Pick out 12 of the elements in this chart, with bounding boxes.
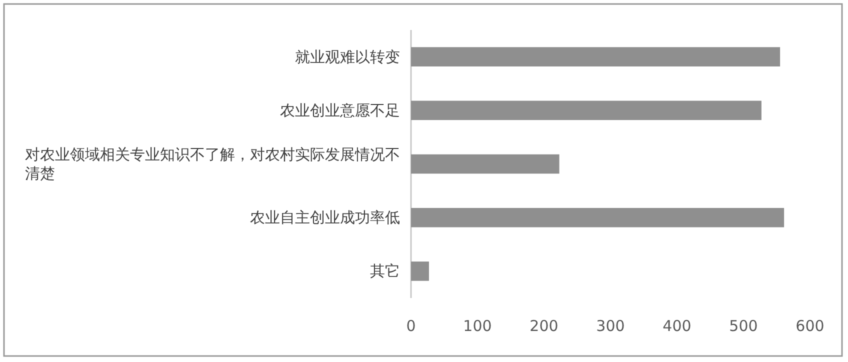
y-tick-label: 对农业领域相关专业知识不了解，对农村实际发展情况不清楚 bbox=[25, 146, 400, 182]
x-tick-label: 200 bbox=[530, 317, 558, 335]
x-tick-label: 600 bbox=[796, 317, 824, 335]
x-tick-label: 100 bbox=[463, 317, 492, 335]
y-tick-label: 其它 bbox=[370, 262, 400, 280]
y-tick-label: 农业创业意愿不足 bbox=[280, 101, 400, 120]
x-tick-label: 0 bbox=[406, 317, 416, 335]
x-tick-label: 300 bbox=[596, 317, 625, 335]
x-tick-label: 400 bbox=[662, 317, 692, 335]
y-tick-label: 农业自主创业成功率低 bbox=[250, 208, 400, 227]
y-tick-label: 就业观难以转变 bbox=[295, 48, 400, 66]
x-tick-label: 500 bbox=[729, 317, 758, 335]
